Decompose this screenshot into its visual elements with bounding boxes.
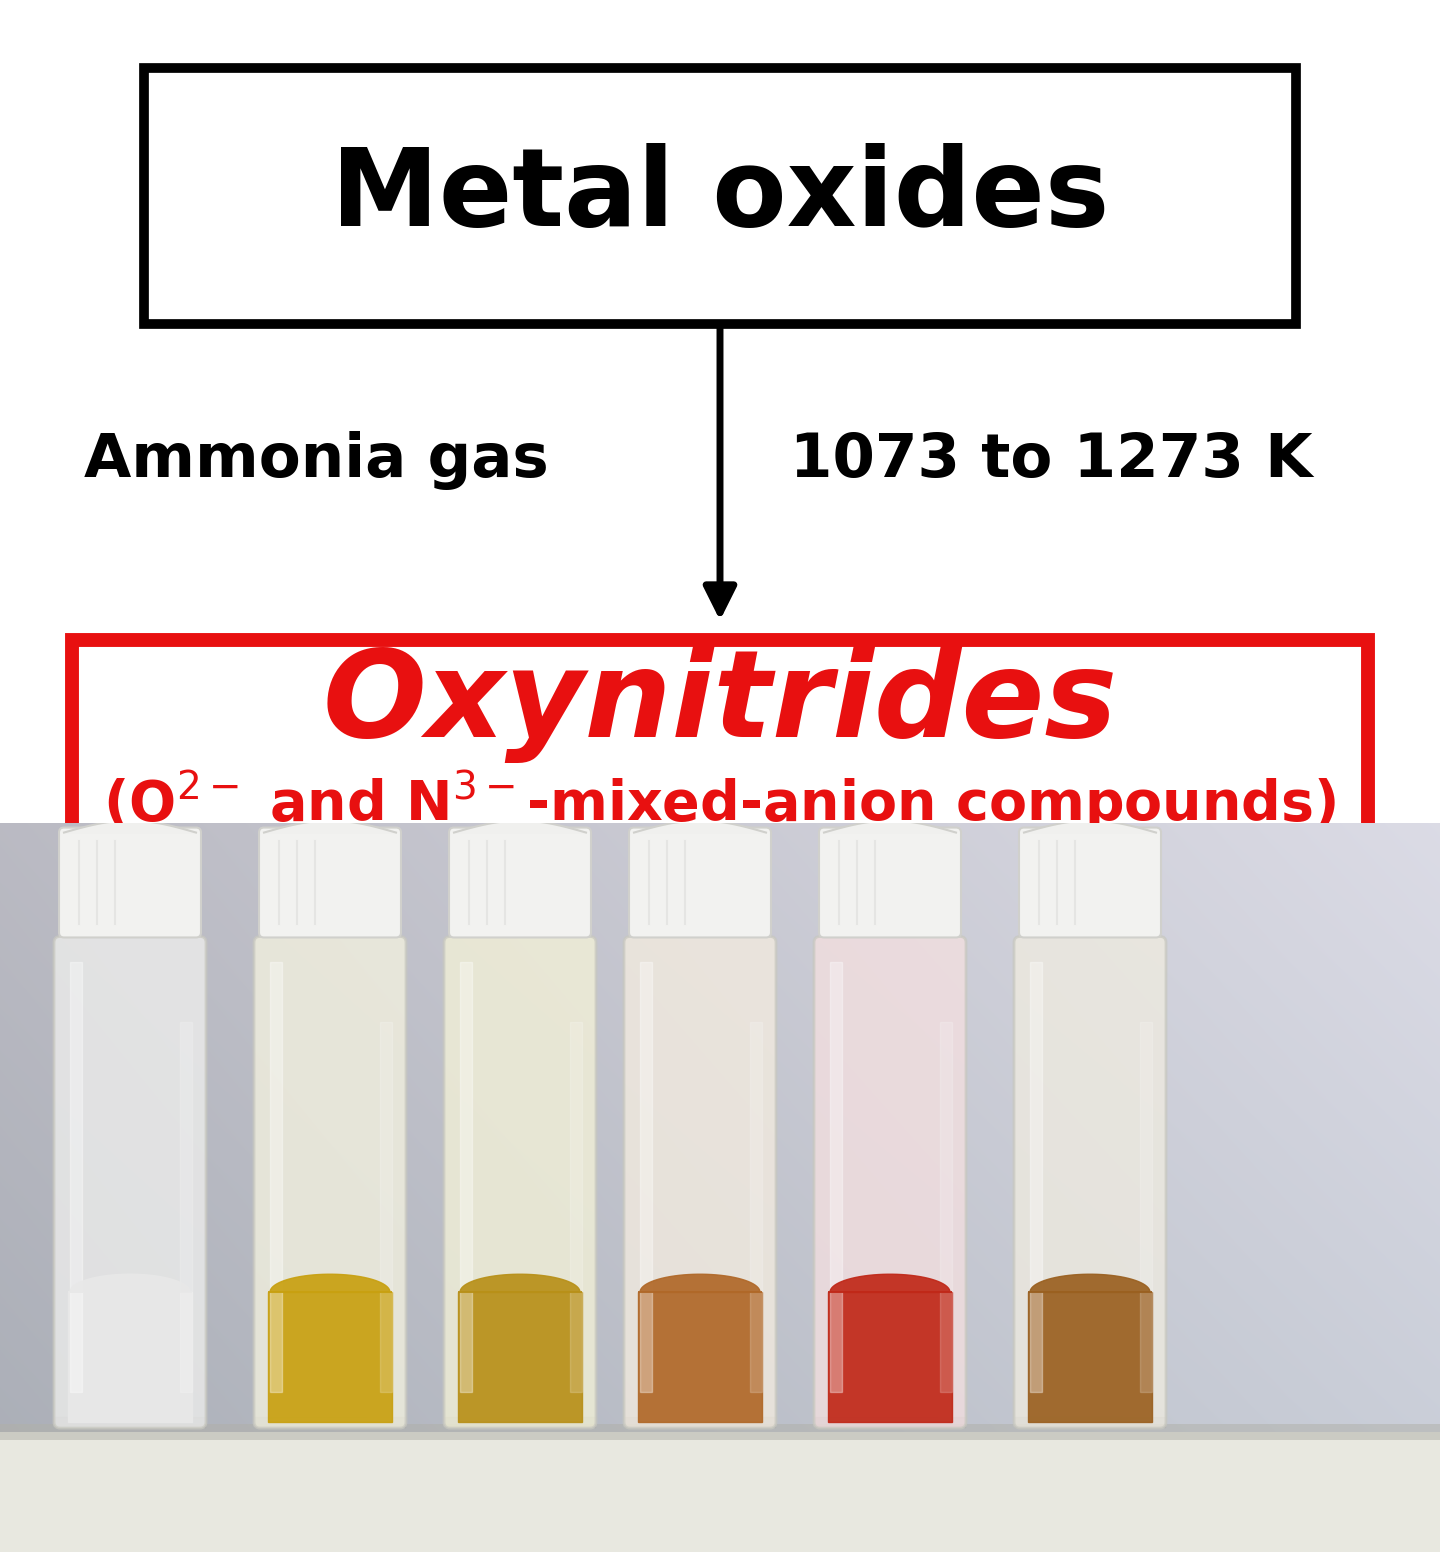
FancyBboxPatch shape <box>1014 936 1166 1428</box>
Polygon shape <box>68 1293 192 1422</box>
Polygon shape <box>570 1023 582 1392</box>
FancyBboxPatch shape <box>819 827 960 937</box>
Polygon shape <box>68 1274 192 1293</box>
Polygon shape <box>828 1293 952 1422</box>
Polygon shape <box>268 1274 392 1293</box>
Polygon shape <box>268 1293 392 1422</box>
Polygon shape <box>750 1023 762 1392</box>
FancyBboxPatch shape <box>144 68 1296 324</box>
FancyBboxPatch shape <box>629 827 770 937</box>
Text: (O$^{2-}$ and N$^{3-}$-mixed-anion compounds): (O$^{2-}$ and N$^{3-}$-mixed-anion compo… <box>104 768 1336 837</box>
Polygon shape <box>459 962 472 1392</box>
Polygon shape <box>180 1023 192 1392</box>
Polygon shape <box>829 962 842 1392</box>
Text: Ammonia gas: Ammonia gas <box>85 431 549 490</box>
FancyBboxPatch shape <box>814 936 966 1428</box>
FancyBboxPatch shape <box>449 827 590 937</box>
Bar <box>0 1425 1440 1440</box>
FancyBboxPatch shape <box>55 936 206 1428</box>
Text: Metal oxides: Metal oxides <box>331 143 1109 250</box>
Bar <box>0 1432 1440 1552</box>
FancyBboxPatch shape <box>253 936 406 1428</box>
Polygon shape <box>1140 1023 1152 1392</box>
Polygon shape <box>380 1023 392 1392</box>
Text: Oxynitrides: Oxynitrides <box>323 646 1117 764</box>
FancyBboxPatch shape <box>72 641 1368 837</box>
Polygon shape <box>271 962 282 1392</box>
Polygon shape <box>1030 962 1043 1392</box>
Polygon shape <box>638 1274 762 1293</box>
Polygon shape <box>71 962 82 1392</box>
FancyBboxPatch shape <box>259 827 400 937</box>
Text: 1073 to 1273 K: 1073 to 1273 K <box>791 431 1312 490</box>
Polygon shape <box>458 1293 582 1422</box>
FancyBboxPatch shape <box>59 827 202 937</box>
Polygon shape <box>828 1274 952 1293</box>
Polygon shape <box>638 1293 762 1422</box>
FancyBboxPatch shape <box>444 936 596 1428</box>
FancyBboxPatch shape <box>624 936 776 1428</box>
Polygon shape <box>1028 1274 1152 1293</box>
Polygon shape <box>458 1274 582 1293</box>
Polygon shape <box>940 1023 952 1392</box>
Polygon shape <box>1028 1293 1152 1422</box>
FancyBboxPatch shape <box>1020 827 1161 937</box>
Polygon shape <box>639 962 652 1392</box>
